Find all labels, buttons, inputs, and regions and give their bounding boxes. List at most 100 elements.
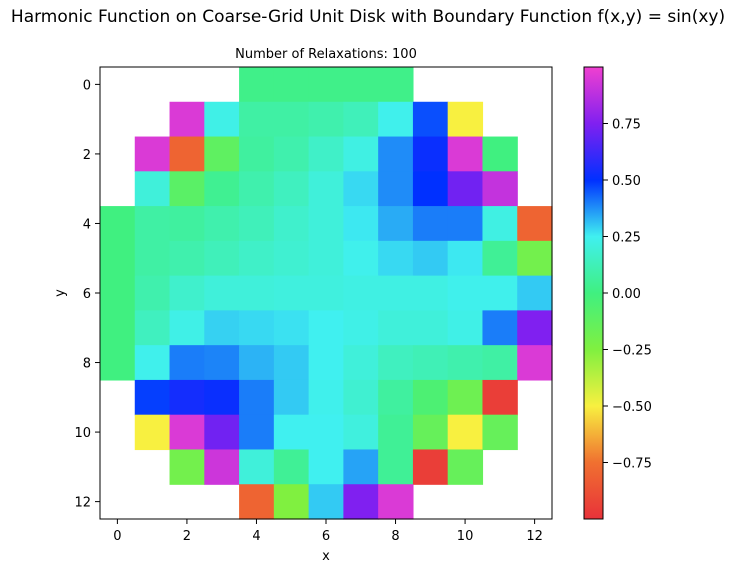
heatmap-cell: [204, 240, 240, 277]
heatmap-cell: [447, 414, 484, 451]
heatmap-cell: [447, 379, 484, 416]
heatmap-cell: [169, 171, 205, 207]
heatmap-cell: [412, 275, 449, 311]
heatmap-cell: [447, 275, 484, 311]
heatmap-cell: [482, 171, 518, 207]
heatmap-cell: [204, 379, 240, 416]
heatmap-cell: [169, 206, 205, 242]
heatmap-cell: [447, 171, 484, 207]
heatmap-cell: [134, 171, 171, 207]
heatmap-cell: [273, 484, 310, 520]
heatmap-cell: [517, 275, 553, 311]
heatmap-cell: [100, 240, 136, 277]
y-tick-label: 0: [83, 78, 91, 93]
heatmap-cell: [169, 310, 205, 346]
heatmap-cell: [378, 414, 414, 451]
heatmap-cell: [204, 101, 240, 138]
heatmap-cell: [273, 136, 310, 172]
heatmap-cell: [378, 275, 414, 311]
heatmap-cell: [412, 379, 449, 416]
y-tick-label: 6: [83, 287, 91, 302]
heatmap-cell: [273, 67, 310, 103]
heatmap-cell: [204, 310, 240, 346]
heatmap-cell: [378, 379, 414, 416]
heatmap-cell: [239, 67, 275, 103]
heatmap-cells: [100, 67, 553, 520]
heatmap-cell: [412, 136, 449, 172]
heatmap-cell: [412, 240, 449, 277]
heatmap-cell: [308, 345, 344, 381]
colorbar: [583, 66, 604, 520]
heatmap-cell: [169, 345, 205, 381]
heatmap-cell: [239, 240, 275, 277]
x-axis-ticks: 0 2 4 6 8 10 12: [113, 519, 543, 544]
heatmap-cell: [308, 449, 344, 485]
heatmap-cell: [343, 136, 379, 172]
heatmap-cell: [343, 484, 379, 520]
y-tick-label: 4: [83, 217, 91, 232]
heatmap-cell: [169, 379, 205, 416]
heatmap-cell: [100, 345, 136, 381]
x-tick-label: 4: [252, 529, 260, 544]
x-tick-label: 10: [457, 529, 474, 544]
heatmap-cell: [204, 136, 240, 172]
heatmap-cell: [308, 414, 344, 451]
heatmap-cell: [482, 240, 518, 277]
heatmap-cell: [482, 275, 518, 311]
x-tick-label: 2: [183, 529, 191, 544]
heatmap-cell: [239, 345, 275, 381]
heatmap-cell: [239, 206, 275, 242]
x-tick-label: 12: [526, 529, 543, 544]
heatmap-cell: [134, 379, 171, 416]
heatmap-cell: [447, 101, 484, 138]
heatmap-cell: [517, 310, 553, 346]
heatmap-cell: [343, 275, 379, 311]
heatmap-cell: [204, 345, 240, 381]
heatmap-cell: [239, 449, 275, 485]
heatmap-cell: [239, 171, 275, 207]
heatmap-cell: [273, 414, 310, 451]
heatmap-cell: [308, 101, 344, 138]
heatmap-cell: [343, 67, 379, 103]
heatmap-cell: [273, 345, 310, 381]
heatmap-cell: [169, 275, 205, 311]
heatmap-cell: [169, 136, 205, 172]
heatmap-cell: [204, 449, 240, 485]
colorbar-tick-label: 0.00: [612, 287, 641, 302]
heatmap-cell: [447, 240, 484, 277]
heatmap-cell: [378, 240, 414, 277]
heatmap-cell: [308, 310, 344, 346]
heatmap-cell: [100, 275, 136, 311]
heatmap-cell: [204, 414, 240, 451]
colorbar-tick-label: 0.50: [612, 174, 641, 189]
colorbar-tick-label: −0.25: [612, 344, 652, 359]
colorbar-tick-label: 0.75: [612, 118, 641, 133]
heatmap-cell: [343, 171, 379, 207]
heatmap-cell: [134, 414, 171, 451]
heatmap-cell: [308, 275, 344, 311]
heatmap-cell: [343, 101, 379, 138]
heatmap-cell: [482, 206, 518, 242]
heatmap-cell: [447, 136, 484, 172]
heatmap-cell: [308, 67, 344, 103]
heatmap-cell: [169, 101, 205, 138]
heatmap-cell: [273, 171, 310, 207]
heatmap-cell: [308, 136, 344, 172]
heatmap-cell: [412, 171, 449, 207]
heatmap-cell: [239, 101, 275, 138]
heatmap-cell: [378, 101, 414, 138]
heatmap-cell: [134, 206, 171, 242]
heatmap-cell: [273, 379, 310, 416]
heatmap-cell: [378, 136, 414, 172]
heatmap-cell: [134, 240, 171, 277]
heatmap-cell: [273, 310, 310, 346]
heatmap-cell: [412, 101, 449, 138]
heatmap-cell: [517, 240, 553, 277]
colorbar-tick-label: 0.25: [612, 231, 641, 246]
colorbar-ticks: −0.75 −0.50 −0.25 0.00 0.25 0.50 0.75: [603, 118, 652, 472]
y-tick-label: 12: [74, 496, 91, 511]
colorbar-tick-label: −0.75: [612, 457, 652, 472]
heatmap-cell: [378, 484, 414, 520]
